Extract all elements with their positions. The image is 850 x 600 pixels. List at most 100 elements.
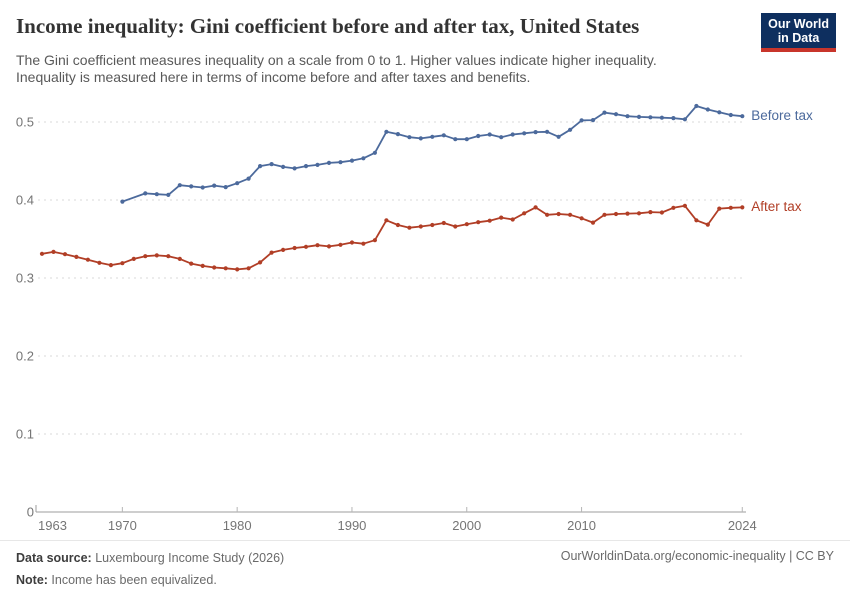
after-tax-point bbox=[269, 250, 274, 255]
chart-title: Income inequality: Gini coefficient befo… bbox=[16, 14, 640, 38]
before-tax-point bbox=[728, 112, 733, 118]
after-tax-point bbox=[223, 266, 228, 271]
before-tax-point bbox=[212, 183, 217, 188]
x-tick-label: 1980 bbox=[223, 518, 252, 533]
data-source-row: Data source: Luxembourg Income Study (20… bbox=[16, 547, 284, 569]
before-tax-point bbox=[361, 156, 366, 161]
before-tax-point bbox=[430, 134, 435, 139]
after-tax-point bbox=[39, 251, 45, 256]
after-tax-point bbox=[315, 243, 320, 248]
before-tax-point bbox=[235, 181, 240, 186]
before-tax-point bbox=[533, 130, 538, 135]
after-tax-point bbox=[568, 212, 573, 217]
after-tax-point bbox=[556, 211, 561, 217]
after-tax-point bbox=[131, 256, 136, 261]
data-source-value: Luxembourg Income Study (2026) bbox=[91, 551, 285, 565]
before-tax-point bbox=[453, 137, 458, 142]
x-tick-label: 1963 bbox=[38, 518, 67, 533]
before-tax-point bbox=[602, 110, 607, 115]
after-tax-point bbox=[189, 261, 194, 266]
before-tax-point bbox=[499, 135, 504, 140]
after-tax-point bbox=[613, 211, 619, 217]
y-tick-label: 0 bbox=[27, 505, 34, 520]
before-tax-point bbox=[338, 160, 343, 165]
after-tax-point bbox=[659, 210, 665, 215]
before-tax-point bbox=[545, 129, 550, 134]
x-tick-label: 2010 bbox=[567, 518, 596, 533]
before-tax-point bbox=[659, 115, 665, 120]
before-tax-point bbox=[143, 191, 148, 196]
y-tick-label: 0.5 bbox=[16, 115, 34, 130]
before-tax-point bbox=[648, 115, 653, 120]
before-tax-point bbox=[487, 132, 492, 137]
after-tax-point bbox=[108, 263, 113, 268]
before-tax-point bbox=[407, 135, 412, 140]
before-tax-point bbox=[223, 185, 228, 190]
before-tax-point bbox=[269, 162, 274, 167]
after-tax-point bbox=[636, 211, 642, 216]
after-tax-line bbox=[41, 204, 744, 271]
after-tax-point bbox=[212, 265, 217, 270]
after-tax-point bbox=[154, 253, 159, 258]
after-tax-point bbox=[326, 244, 332, 249]
before-tax-point bbox=[510, 132, 515, 137]
chart-subtitle-line1: The Gini coefficient measures inequality… bbox=[16, 52, 657, 68]
before-tax-point bbox=[441, 133, 446, 138]
before-tax-point bbox=[636, 114, 642, 119]
before-tax-point bbox=[556, 134, 561, 139]
after-tax-point bbox=[395, 222, 400, 228]
x-tick-label: 2000 bbox=[452, 518, 481, 533]
y-tick-label: 0.4 bbox=[16, 193, 34, 208]
after-tax-point bbox=[487, 218, 492, 223]
before-tax-point bbox=[682, 117, 688, 122]
y-tick-label: 0.2 bbox=[16, 349, 34, 364]
before-tax-point bbox=[418, 136, 423, 141]
after-tax-point bbox=[533, 205, 538, 210]
footer-divider bbox=[0, 540, 850, 541]
series-label-before-tax: Before tax bbox=[751, 108, 813, 124]
before-tax-point bbox=[613, 112, 619, 117]
y-tick-label: 0.1 bbox=[16, 427, 34, 442]
x-tick-label: 1970 bbox=[108, 518, 137, 533]
owid-logo[interactable]: Our World in Data bbox=[761, 13, 836, 52]
after-tax-point bbox=[62, 252, 68, 257]
after-tax-point bbox=[717, 206, 722, 211]
y-tick-label: 0.3 bbox=[16, 271, 34, 286]
before-tax-point bbox=[568, 127, 573, 132]
after-tax-point bbox=[361, 241, 366, 246]
note-value: Income has been equivalized. bbox=[47, 573, 217, 587]
x-tick-label: 2024 bbox=[728, 518, 757, 533]
owid-logo-line1: Our World bbox=[768, 17, 829, 31]
before-tax-point bbox=[590, 118, 596, 123]
after-tax-point bbox=[120, 261, 125, 266]
after-tax-point bbox=[510, 217, 515, 222]
before-tax-point bbox=[694, 103, 699, 109]
after-tax-point bbox=[372, 238, 377, 243]
chart-subtitle: The Gini coefficient measures inequality… bbox=[16, 52, 657, 86]
before-tax-point bbox=[315, 162, 320, 167]
before-tax-point bbox=[166, 192, 171, 197]
before-tax-point bbox=[372, 150, 377, 155]
after-tax-point bbox=[682, 203, 688, 208]
after-tax-point bbox=[464, 222, 469, 227]
before-tax-point bbox=[326, 160, 332, 165]
data-source-label: Data source: bbox=[16, 551, 92, 565]
after-tax-point bbox=[545, 212, 550, 217]
before-tax-point bbox=[522, 131, 527, 136]
after-tax-point bbox=[292, 245, 297, 251]
before-tax-point bbox=[189, 184, 194, 189]
before-tax-point bbox=[154, 192, 159, 197]
after-tax-point bbox=[143, 254, 148, 259]
after-tax-point bbox=[625, 211, 630, 216]
before-tax-point bbox=[246, 176, 251, 181]
after-tax-point bbox=[177, 256, 182, 261]
before-tax-point bbox=[705, 107, 710, 112]
after-tax-point bbox=[499, 215, 504, 220]
before-tax-point bbox=[464, 137, 469, 142]
footer-link[interactable]: OurWorldinData.org/economic-inequality |… bbox=[560, 549, 834, 563]
footer-source-note: Data source: Luxembourg Income Study (20… bbox=[16, 547, 284, 591]
before-tax-point bbox=[200, 185, 205, 190]
after-tax-point bbox=[430, 222, 435, 228]
